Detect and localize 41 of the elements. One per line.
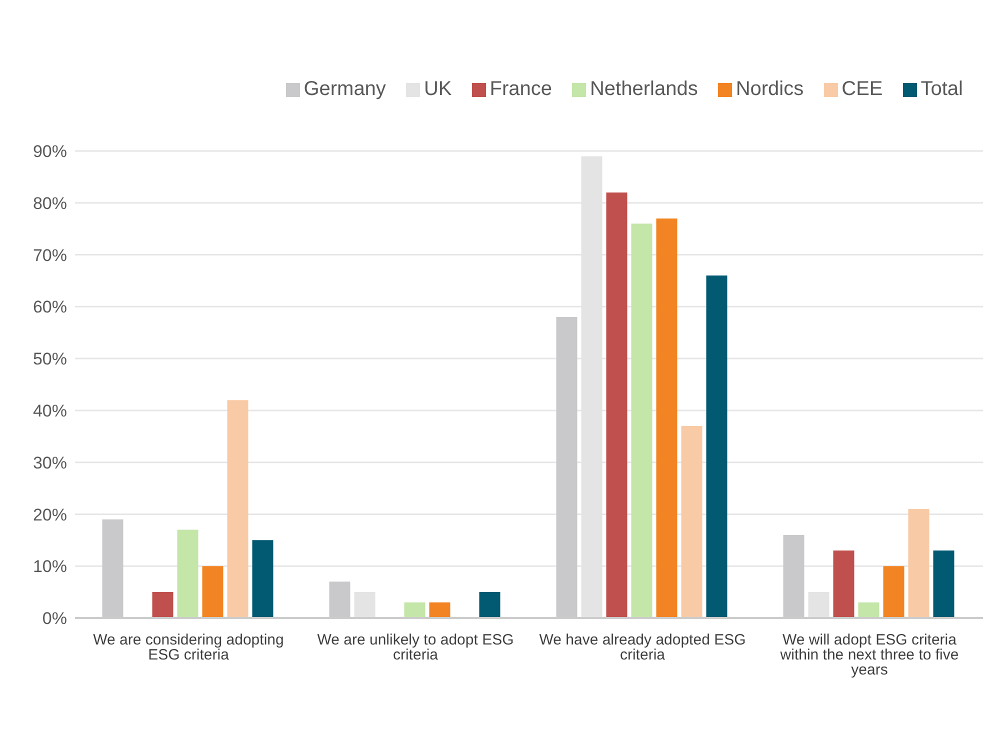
y-tick-label: 30% [32, 453, 67, 472]
bar [152, 592, 174, 618]
bar [631, 224, 652, 618]
legend-label: Germany [304, 78, 386, 100]
bar [833, 550, 854, 618]
x-tick-label: We will adopt ESG criteria within the next three to five years [779, 632, 959, 679]
y-tick-label: 20% [32, 505, 67, 524]
legend-label: Total [920, 78, 963, 100]
bar [252, 540, 274, 618]
bar [429, 602, 450, 618]
y-tick-label: 40% [32, 401, 67, 420]
bar [606, 192, 628, 618]
bar [177, 530, 198, 618]
y-tick-label: 60% [32, 298, 67, 317]
legend-label: Netherlands [590, 78, 698, 100]
y-tick-label: 90% [32, 142, 67, 162]
x-tick-label: We are unlikely to adopt ESG criteria [317, 632, 514, 664]
y-tick-label: 50% [32, 350, 67, 369]
legend-label: CEE [842, 78, 883, 100]
bar [908, 509, 930, 618]
y-tick-label: 70% [32, 246, 67, 265]
bar [202, 566, 224, 618]
bar [933, 550, 954, 618]
bar [479, 592, 500, 618]
x-tick-label: We have already adopted ESG criteria [539, 632, 746, 664]
y-tick-label: 80% [32, 194, 67, 213]
bar [227, 400, 248, 618]
bar [404, 602, 426, 618]
bar [883, 566, 904, 618]
legend-label: UK [424, 78, 452, 100]
bar [681, 426, 702, 618]
bar [706, 276, 728, 618]
y-tick-label: 10% [32, 557, 67, 576]
bar [808, 592, 830, 618]
x-tick-label: We are considering adopting ESG criteria [93, 632, 284, 664]
legend-label: Nordics [736, 78, 804, 100]
y-tick-label: 0% [42, 609, 67, 628]
bar [656, 218, 678, 618]
bar [354, 592, 376, 618]
legend-label: France [490, 78, 552, 100]
bar [858, 602, 880, 618]
